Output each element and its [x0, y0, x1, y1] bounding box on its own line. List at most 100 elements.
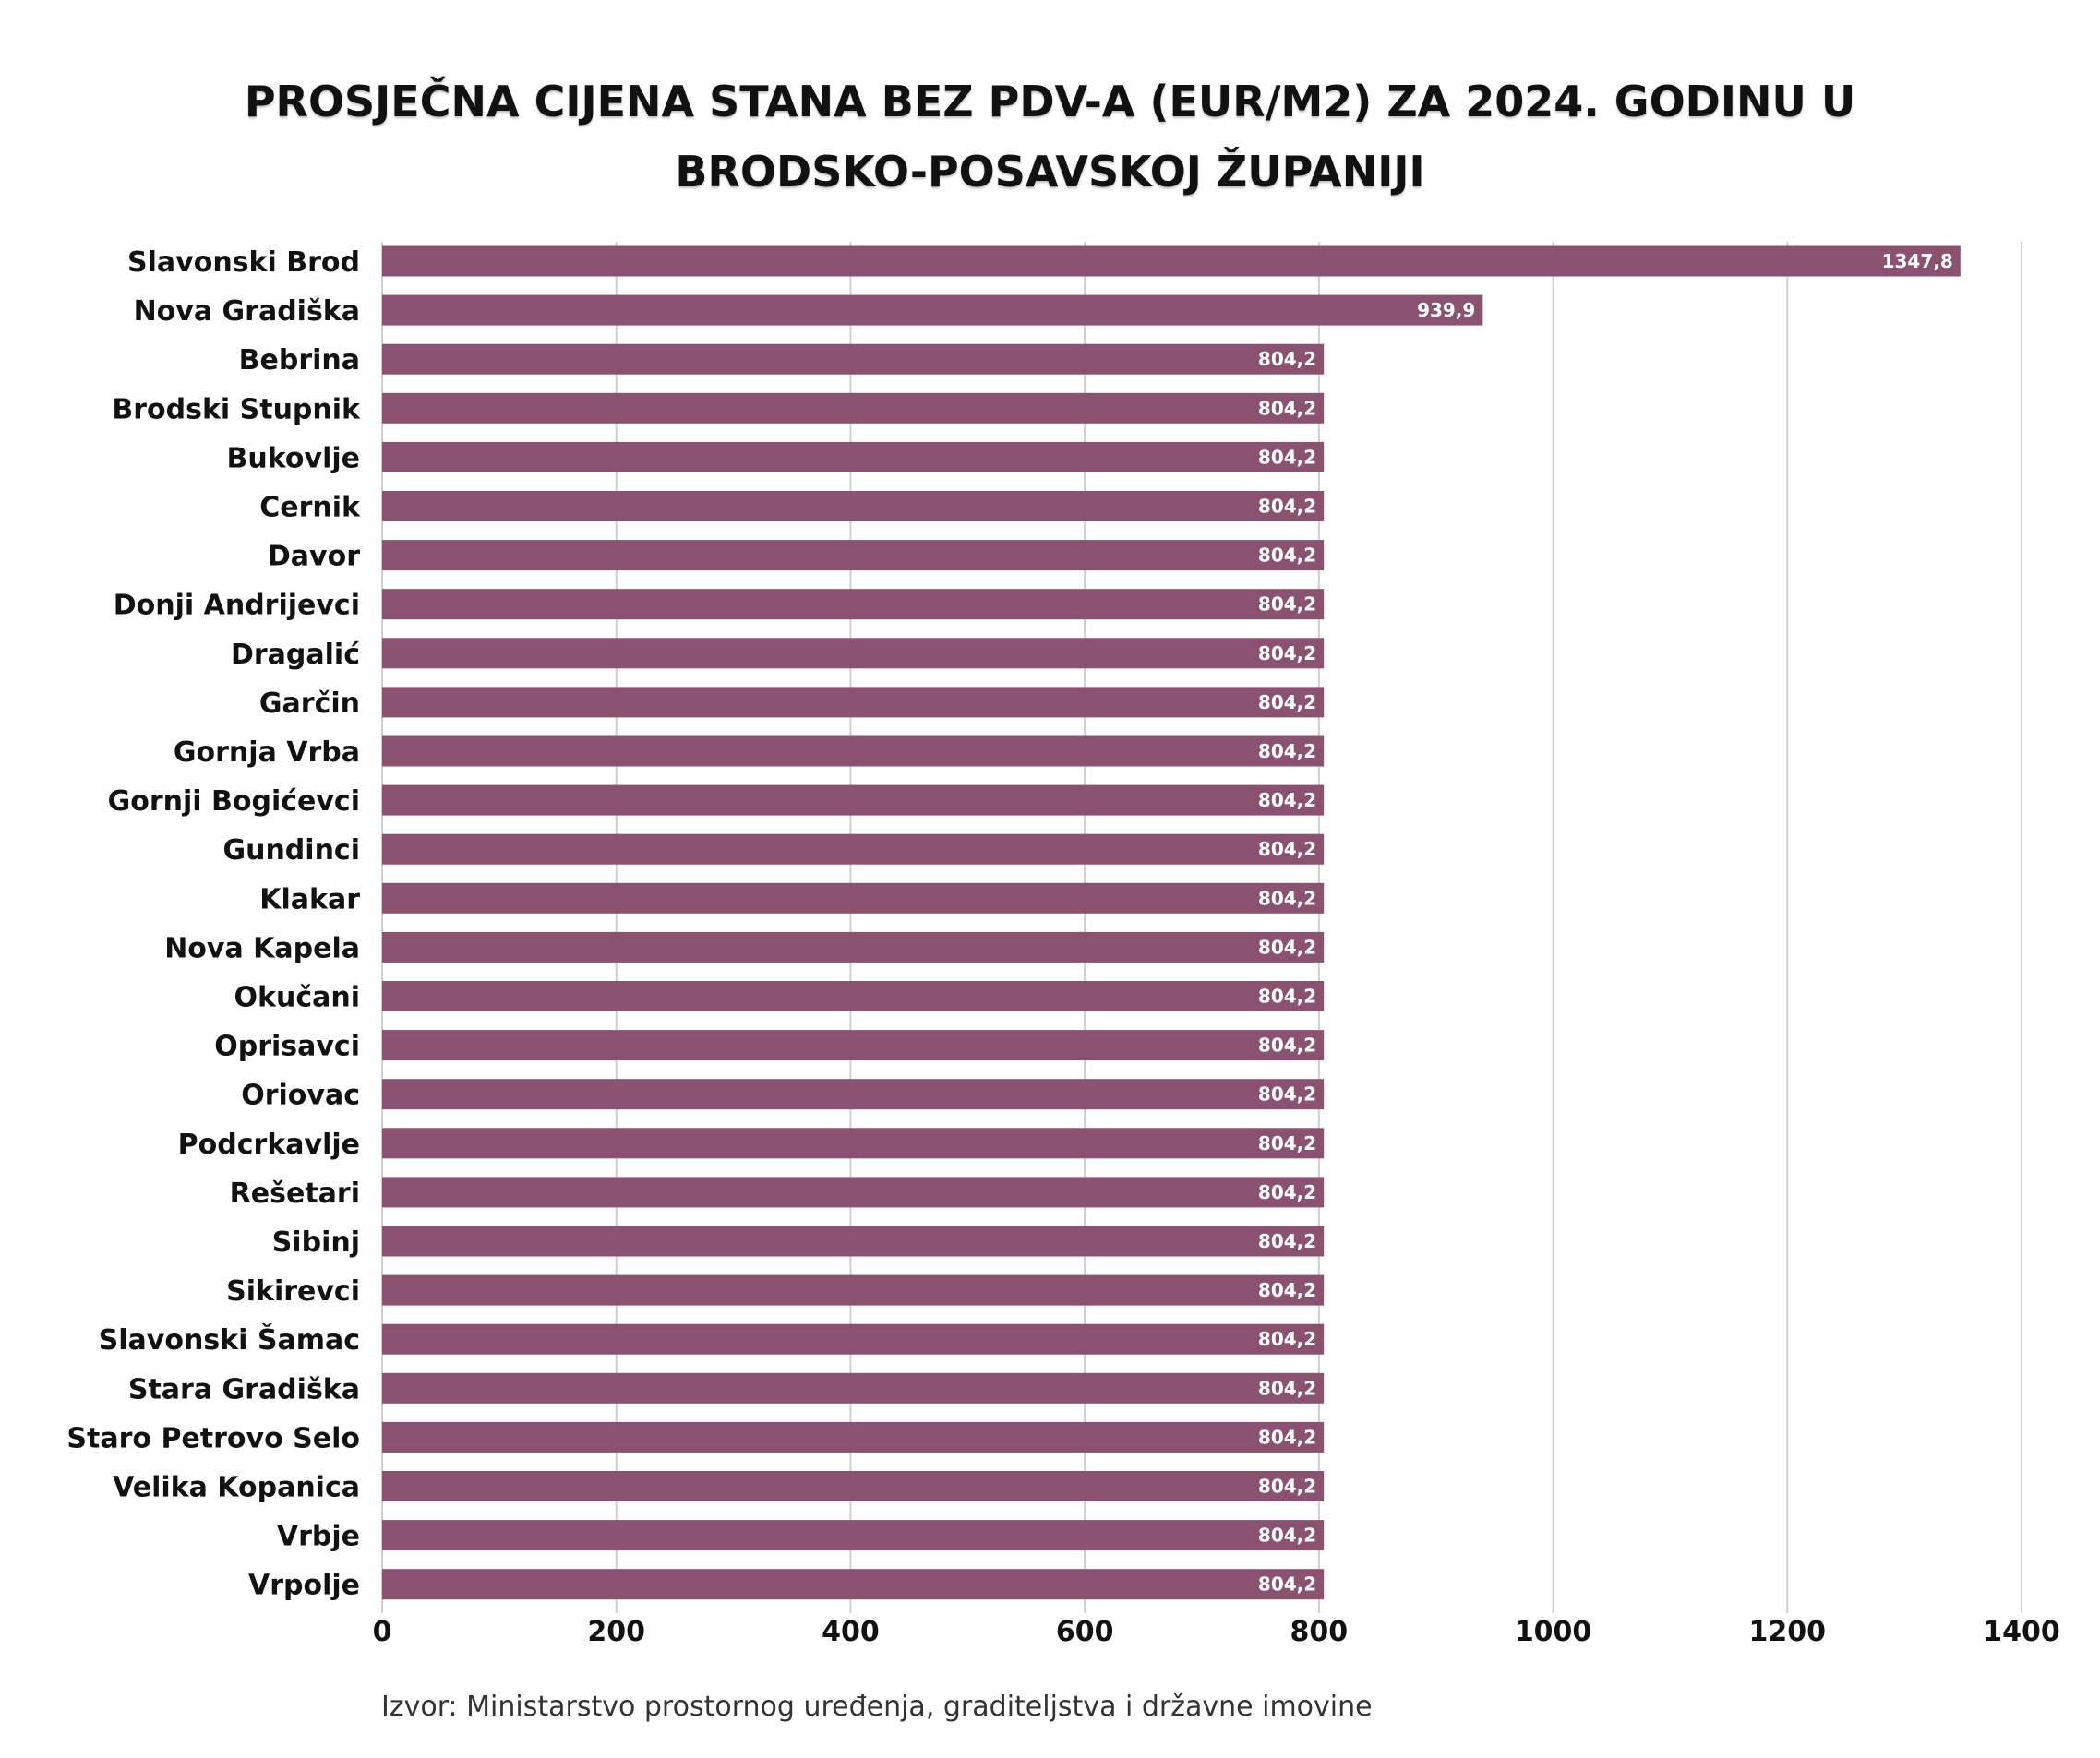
x-tick-label: 800: [1290, 1616, 1349, 1648]
bar: [382, 1226, 1325, 1257]
bar-value-label: 804,2: [1258, 1181, 1316, 1203]
bar-value-label: 804,2: [1258, 496, 1316, 518]
bar-value-label: 1347,8: [1882, 250, 1953, 272]
bar-value-label: 804,2: [1258, 544, 1316, 567]
bar: [382, 1569, 1325, 1600]
bar: [382, 1372, 1325, 1404]
bar-value-label: 804,2: [1258, 1476, 1316, 1498]
bar-value-label: 804,2: [1258, 1083, 1316, 1106]
x-tick-label: 1200: [1749, 1616, 1827, 1648]
bar: [382, 833, 1325, 865]
category-label: Bebrina: [239, 344, 360, 377]
category-label: Cernik: [259, 492, 361, 524]
bar: [382, 491, 1325, 521]
bar-value-label: 804,2: [1258, 642, 1316, 664]
category-label: Podcrkavlje: [178, 1129, 360, 1161]
chart-title: PROSJEČNA CIJENA STANA BEZ PDV-A (EUR/M2…: [0, 66, 2100, 207]
bar: [382, 882, 1325, 914]
bar: [382, 441, 1325, 472]
category-label: Garčin: [259, 688, 360, 720]
x-tick-label: 400: [822, 1616, 880, 1648]
bar: [382, 1030, 1325, 1061]
category-label: Nova Kapela: [164, 932, 360, 964]
bar: [382, 1177, 1325, 1208]
bar: [382, 1520, 1325, 1551]
category-label: Staro Petrovo Selo: [66, 1422, 360, 1454]
category-label: Sikirevci: [226, 1275, 360, 1308]
category-label: Nova Gradiška: [134, 295, 360, 328]
bar-value-label: 804,2: [1258, 986, 1316, 1008]
bar: [382, 687, 1325, 718]
bar-value-label: 804,2: [1258, 1328, 1316, 1350]
bar-value-label: 804,2: [1258, 1573, 1316, 1596]
bar-value-label: 939,9: [1417, 299, 1475, 321]
category-label: Brodski Stupnik: [112, 393, 361, 425]
bar-value-label: 804,2: [1258, 1279, 1316, 1301]
category-label: Gundinci: [222, 834, 360, 867]
bar-value-label: 804,2: [1258, 348, 1316, 370]
bar: [382, 1323, 1325, 1355]
bar: [382, 1421, 1325, 1453]
bar: [382, 540, 1325, 571]
bar: [382, 1128, 1325, 1159]
bar-value-label: 804,2: [1258, 397, 1316, 419]
category-labels: Slavonski Brod Nova Gradiška Bebrina Brodsk…: [66, 246, 361, 1602]
bar-value-label: 804,2: [1258, 446, 1316, 468]
category-label: Vrbje: [277, 1521, 360, 1553]
bar-value-label: 804,2: [1258, 1132, 1316, 1154]
bar-value-label: 804,2: [1258, 936, 1316, 958]
x-tick-label: 600: [1056, 1616, 1114, 1648]
category-label: Sibinj: [272, 1226, 360, 1259]
bar: [382, 931, 1325, 963]
x-tick-label: 200: [587, 1616, 645, 1648]
bar: [382, 981, 1325, 1011]
bar-value-label: 804,2: [1258, 887, 1316, 909]
x-tick-label: 1000: [1515, 1616, 1592, 1648]
bar-value-label: 804,2: [1258, 593, 1316, 616]
bar-value-label: 804,2: [1258, 789, 1316, 811]
bar: [382, 589, 1325, 620]
bars: 1347,8 939,9 804,2 804,2 804,2 804,2 804,2 804,…: [382, 245, 1961, 1600]
category-label: Rešetari: [230, 1178, 360, 1210]
category-label: Gornja Vrba: [174, 736, 360, 769]
chart-title-line-2: BRODSKO-POSAVSKOJ ŽUPANIJI: [675, 147, 1425, 197]
bar-value-label: 804,2: [1258, 1034, 1316, 1057]
source-note: Izvor: Ministarstvo prostornog uređenja,…: [381, 1691, 1373, 1723]
bar-value-label: 804,2: [1258, 1230, 1316, 1252]
bar: [382, 392, 1325, 424]
category-label: Stara Gradiška: [128, 1373, 360, 1405]
category-label: Gornji Bogićevci: [108, 785, 360, 818]
category-label: Velika Kopanica: [113, 1472, 360, 1504]
category-label: Bukovlje: [227, 442, 360, 474]
bar-value-label: 804,2: [1258, 1426, 1316, 1448]
bar: [382, 294, 1483, 326]
bar: [382, 1274, 1325, 1306]
bar-value-label: 804,2: [1258, 1377, 1316, 1399]
bar: [382, 343, 1325, 375]
category-label: Vrpolje: [248, 1570, 360, 1602]
bar: [382, 735, 1325, 767]
bar-value-label: 804,2: [1258, 691, 1316, 713]
bar-value-label: 804,2: [1258, 1525, 1316, 1547]
x-tick-label: 0: [373, 1616, 392, 1648]
bar: [382, 1471, 1325, 1501]
x-axis-tick-labels: 0 200 400 600 800 1000 1200 1400: [373, 1616, 2060, 1648]
bar: [382, 1079, 1325, 1110]
bar-value-label: 804,2: [1258, 838, 1316, 860]
category-label: Donji Andrijevci: [114, 590, 360, 622]
bar: [382, 784, 1325, 816]
bar: [382, 638, 1325, 669]
category-label: Oprisavci: [214, 1031, 360, 1063]
chart-title-line-1: PROSJEČNA CIJENA STANA BEZ PDV-A (EUR/M2…: [244, 77, 1856, 126]
category-label: Klakar: [259, 883, 360, 915]
category-label: Davor: [268, 541, 360, 573]
category-label: Okučani: [234, 982, 360, 1014]
bar-value-label: 804,2: [1258, 740, 1316, 762]
category-label: Slavonski Brod: [127, 246, 360, 279]
category-label: Dragalić: [231, 639, 360, 671]
category-label: Slavonski Šamac: [99, 1322, 360, 1357]
category-label: Oriovac: [241, 1080, 360, 1112]
x-tick-label: 1400: [1983, 1616, 2060, 1648]
bar: [382, 245, 1961, 277]
